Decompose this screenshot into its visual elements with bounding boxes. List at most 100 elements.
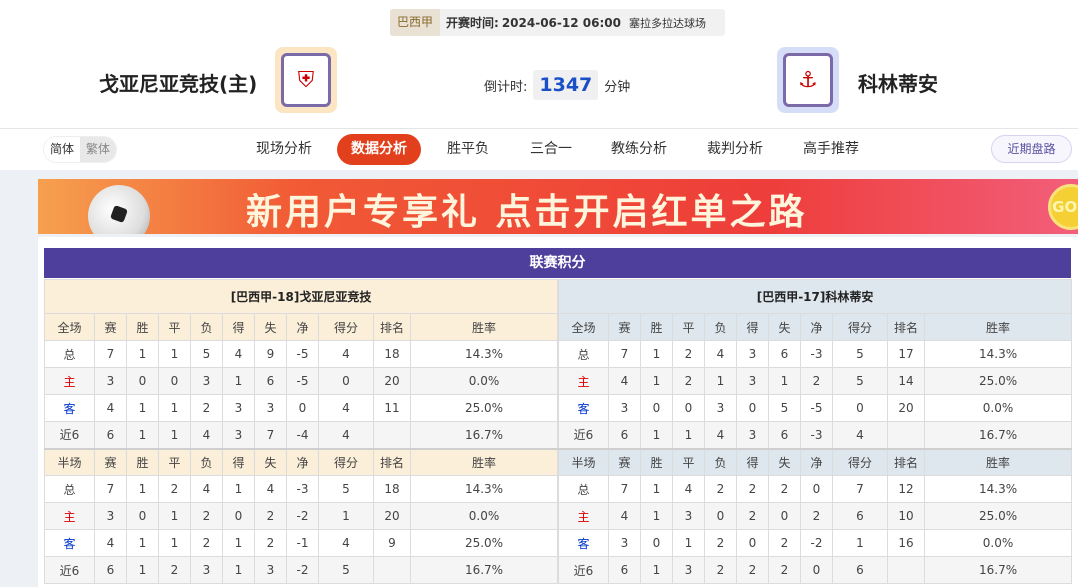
row-label: 主 [44,367,95,395]
row-label: 总 [44,340,95,368]
league-badge[interactable]: 巴西甲 [390,9,441,36]
cell: -5 [286,367,319,395]
cell: 1 [222,556,255,584]
cell: 5 [768,394,801,422]
go-button[interactable]: GO> [1048,184,1078,230]
standings-title: 联赛积分 [44,248,1071,278]
cell: 1 [768,367,801,395]
row-label: 近6 [44,556,95,584]
column-header: 得分 [318,313,374,341]
cell: 11 [373,394,411,422]
cell: 2 [190,502,223,530]
cell: 1 [126,394,159,422]
column-header: 排名 [887,313,925,341]
home-team-name[interactable]: 戈亚尼亚竞技(主) [99,72,258,96]
cell: 4 [190,475,223,503]
cell: 7 [94,340,127,368]
away-team-logo[interactable]: ⚓ [777,47,839,113]
cell: 1 [158,529,191,557]
cell: -2 [286,556,319,584]
tab-expert-picks[interactable]: 高手推荐 [803,141,859,157]
cell: 0.0% [409,502,559,530]
recent-odds-button[interactable]: 近期盘路 [991,135,1072,163]
column-header: 失 [768,447,801,476]
lang-traditional[interactable]: 繁体 [80,137,117,162]
cell: 3 [672,556,705,584]
cell: 6 [254,367,287,395]
cell: 1 [672,529,705,557]
cell: 3 [222,394,255,422]
column-header: 全场 [558,313,609,341]
column-header: 得分 [318,447,374,476]
cell: -5 [800,394,833,422]
cell: 2 [672,340,705,368]
cell: 1 [640,367,673,395]
row-label: 客 [44,394,95,422]
away-standings-table: [巴西甲-17]科林蒂安 全场赛胜平负得失净得分 排名 胜率总 7 1 2 4 3 6 -3 5 17 1… [557,279,1073,584]
cell: 3 [672,502,705,530]
lang-simplified[interactable]: 简体 [44,137,81,162]
promo-banner[interactable]: 新用户专享礼 点击开启红单之路 GO> [38,179,1078,234]
column-header: 负 [190,313,223,341]
column-header: 净 [800,447,833,476]
cell: 0 [704,502,737,530]
row-label: 客 [558,394,609,422]
cell: 5 [190,340,223,368]
team-standing-header: [巴西甲-17]科林蒂安 [557,279,1073,314]
cell: 1 [126,475,159,503]
column-header: 失 [254,447,287,476]
away-team-name[interactable]: 科林蒂安 [858,72,938,96]
row-label: 近6 [44,421,95,449]
column-header: 得 [222,313,255,341]
cell: 2 [768,529,801,557]
cell: 0 [800,556,833,584]
cell: -2 [800,529,833,557]
column-header: 排名 [887,447,925,476]
cell: 18 [373,475,411,503]
language-switch: 简体 繁体 [43,136,118,163]
countdown: 倒计时: 1347 分钟 [484,70,630,100]
row-label: 主 [558,367,609,395]
cell: 16.7% [923,421,1073,449]
column-header-row: 半场赛胜平负得失净得分 排名 胜率 [44,447,559,476]
cell: 6 [832,502,888,530]
tab-data-analysis[interactable]: 数据分析 [337,134,421,165]
cell: 5 [832,367,888,395]
cell: 3 [94,367,127,395]
cell: 0 [126,367,159,395]
row-label: 主 [558,502,609,530]
cell: 1 [222,367,255,395]
cell: 4 [94,394,127,422]
table-row: 近6 6 1 1 4 3 7 -4 4 16.7% [44,421,559,449]
nav-bar: 简体 繁体 现场分析 数据分析 胜平负 三合一 教练分析 裁判分析 高手推荐 近… [0,128,1078,170]
column-header: 平 [672,313,705,341]
cell: 4 [318,394,374,422]
column-header-row: 全场赛胜平负得失净得分 排名 胜率 [558,313,1073,341]
home-team-logo[interactable]: ⛨ [275,47,337,113]
tab-coach-analysis[interactable]: 教练分析 [611,141,667,157]
column-header: 胜 [640,313,673,341]
column-header: 排名 [373,447,411,476]
table-row: 近6 6 1 1 4 3 6 -3 4 16.7% [558,421,1073,449]
cell: 2 [190,529,223,557]
cell: 10 [887,502,925,530]
cell: 2 [254,502,287,530]
tab-referee-analysis[interactable]: 裁判分析 [707,141,763,157]
cell: 3 [704,394,737,422]
cell: 3 [608,529,641,557]
column-header: 赛 [608,447,641,476]
cell: 1 [832,529,888,557]
cell: 0 [800,475,833,503]
tab-win-draw-loss[interactable]: 胜平负 [447,141,489,157]
cell: 0.0% [409,367,559,395]
tab-three-in-one[interactable]: 三合一 [530,141,572,157]
cell: -1 [286,529,319,557]
cell: 4 [704,340,737,368]
tab-live-analysis[interactable]: 现场分析 [256,141,312,157]
cell: 2 [800,502,833,530]
table-row: 客 3 0 0 3 0 5 -5 0 20 0.0% [558,394,1073,422]
cell: 3 [190,367,223,395]
cell: 1 [640,502,673,530]
cell: 16.7% [409,556,559,584]
cell: 6 [768,340,801,368]
